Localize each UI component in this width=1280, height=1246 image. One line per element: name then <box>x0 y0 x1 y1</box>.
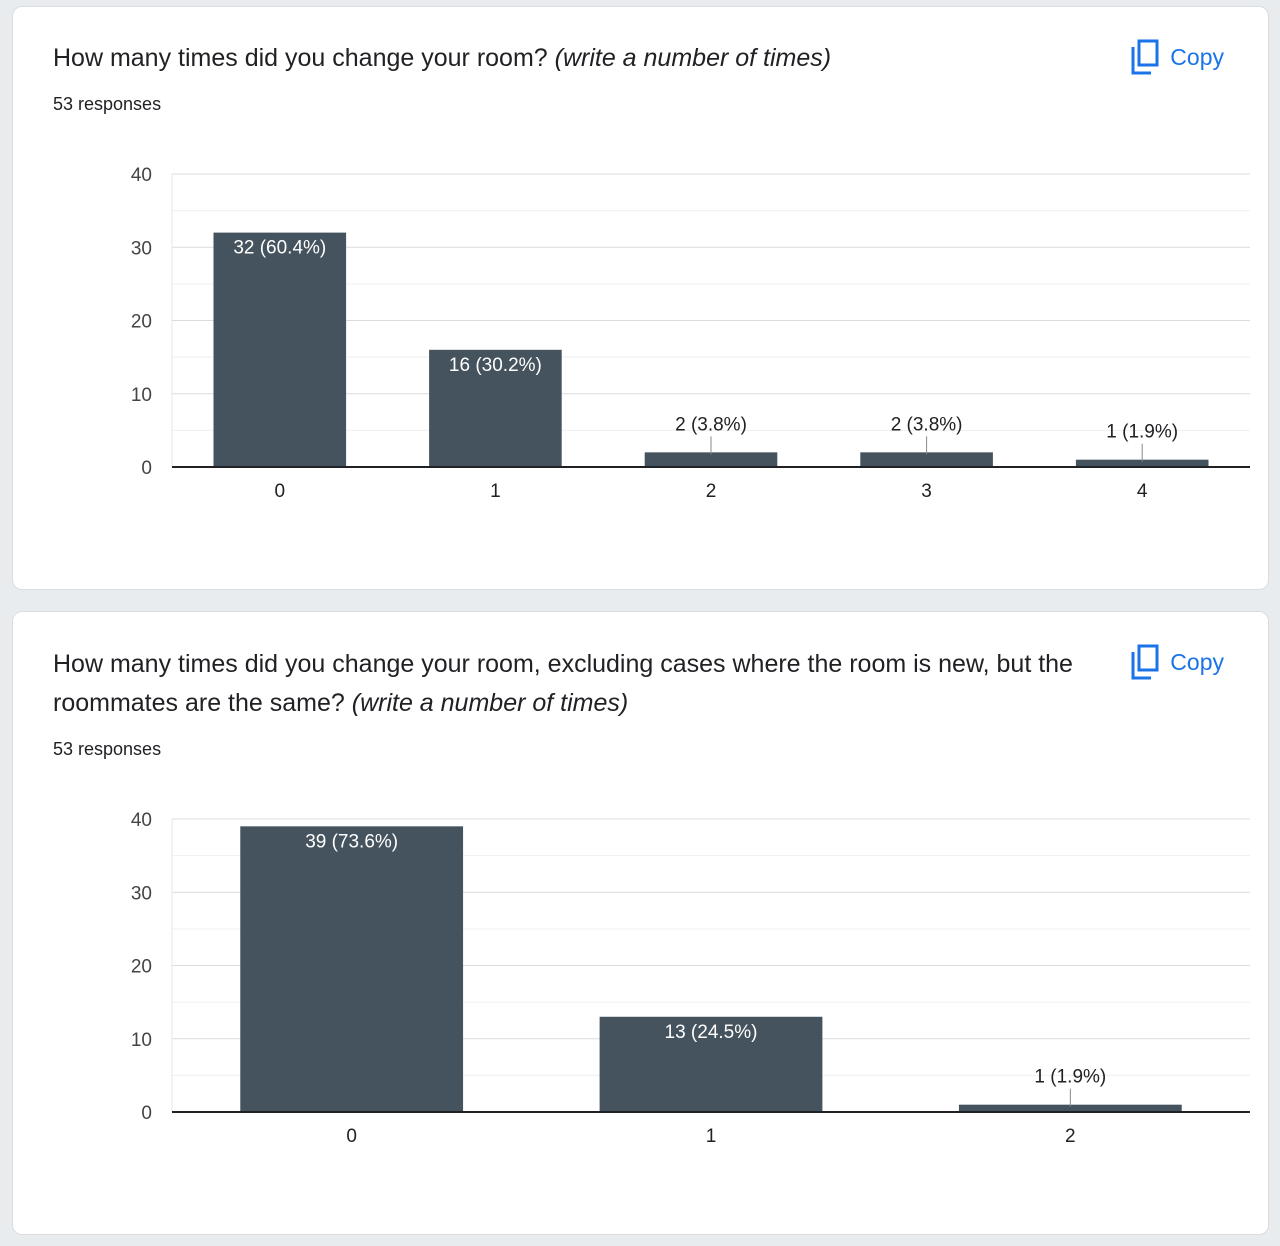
question-title: How many times did you change your room?… <box>53 39 1073 78</box>
data-label: 2 (3.8%) <box>675 414 747 435</box>
y-tick-label: 40 <box>131 810 152 831</box>
bar <box>213 232 347 467</box>
bar-chart: 0 10 20 30 40 32 (60.4%) 0 16 (30.2%) 1 2 (3.8%) 2… <box>131 165 1250 502</box>
data-label: 13 (24.5%) <box>665 1022 758 1043</box>
x-tick-label: 1 <box>706 1126 717 1147</box>
bar <box>958 1104 1182 1112</box>
data-label: 32 (60.4%) <box>233 238 326 259</box>
y-tick-label: 20 <box>131 957 152 978</box>
question-title-text: How many times did you change your room? <box>53 44 555 72</box>
bar <box>1075 459 1209 467</box>
bar-chart: 0 10 20 30 40 39 (73.6%) 0 13 (24.5%) 1 1 (1.9%) 2 <box>131 810 1250 1147</box>
x-tick-label: 4 <box>1137 481 1148 502</box>
copy-label: Copy <box>1170 43 1224 70</box>
x-tick-label: 3 <box>921 481 932 502</box>
y-tick-label: 0 <box>141 1103 152 1124</box>
y-tick-label: 10 <box>131 1030 152 1051</box>
bar <box>240 826 464 1112</box>
x-tick-label: 0 <box>346 1126 357 1147</box>
copy-icon <box>1131 644 1159 680</box>
response-count: 53 responses <box>53 94 162 114</box>
bar <box>860 452 993 467</box>
x-tick-label: 1 <box>490 481 501 502</box>
bar <box>429 349 562 467</box>
question-title: How many times did you change your room,… <box>53 645 1073 723</box>
y-tick-label: 20 <box>131 312 152 333</box>
copy-chart-button[interactable]: Copy <box>1130 39 1224 75</box>
question-title-hint: (write a number of times) <box>351 689 629 717</box>
x-tick-label: 0 <box>275 481 286 502</box>
question-title-hint: (write a number of times) <box>554 44 832 72</box>
data-label: 1 (1.9%) <box>1106 422 1178 443</box>
data-label: 39 (73.6%) <box>305 831 398 852</box>
response-count: 53 responses <box>53 739 162 759</box>
data-label: 2 (3.8%) <box>891 414 963 435</box>
y-tick-label: 10 <box>131 385 152 406</box>
bar <box>599 1016 823 1112</box>
data-label: 16 (30.2%) <box>449 355 542 376</box>
question-title-text: How many times did you change your room,… <box>53 650 1073 717</box>
y-tick-label: 30 <box>131 238 152 259</box>
x-tick-label: 2 <box>706 481 717 502</box>
question-card-2: How many times did you change your room,… <box>12 611 1269 1235</box>
bar <box>644 452 778 467</box>
copy-chart-button[interactable]: Copy <box>1130 644 1224 680</box>
x-tick-label: 2 <box>1065 1126 1076 1147</box>
copy-label: Copy <box>1170 648 1224 675</box>
y-tick-label: 40 <box>131 165 152 186</box>
y-tick-label: 0 <box>141 458 152 479</box>
y-tick-label: 30 <box>131 883 152 904</box>
copy-icon <box>1131 39 1159 75</box>
question-card-1: How many times did you change your room?… <box>12 6 1269 590</box>
data-label: 1 (1.9%) <box>1034 1067 1106 1088</box>
